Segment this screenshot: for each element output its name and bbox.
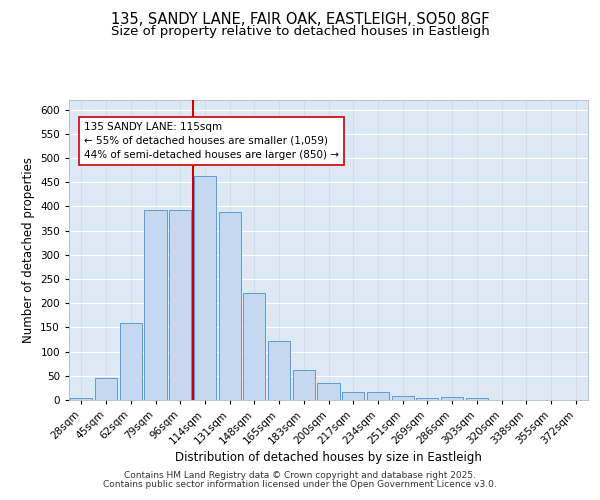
Bar — [317, 383, 340, 400]
Bar — [293, 370, 315, 400]
X-axis label: Distribution of detached houses by size in Eastleigh: Distribution of detached houses by size … — [175, 452, 482, 464]
Bar — [119, 322, 142, 400]
Bar — [145, 210, 167, 400]
Bar — [218, 212, 241, 400]
Y-axis label: Number of detached properties: Number of detached properties — [22, 157, 35, 343]
Text: 135 SANDY LANE: 115sqm
← 55% of detached houses are smaller (1,059)
44% of semi-: 135 SANDY LANE: 115sqm ← 55% of detached… — [84, 122, 339, 160]
Text: Contains HM Land Registry data © Crown copyright and database right 2025.: Contains HM Land Registry data © Crown c… — [124, 471, 476, 480]
Bar — [95, 378, 117, 400]
Bar — [268, 341, 290, 400]
Text: Size of property relative to detached houses in Eastleigh: Size of property relative to detached ho… — [110, 25, 490, 38]
Bar — [416, 398, 439, 400]
Text: Contains public sector information licensed under the Open Government Licence v3: Contains public sector information licen… — [103, 480, 497, 489]
Bar — [169, 210, 191, 400]
Bar — [342, 392, 364, 400]
Bar — [243, 293, 265, 400]
Text: 135, SANDY LANE, FAIR OAK, EASTLEIGH, SO50 8GF: 135, SANDY LANE, FAIR OAK, EASTLEIGH, SO… — [111, 12, 489, 28]
Bar — [367, 392, 389, 400]
Bar — [70, 398, 92, 400]
Bar — [194, 176, 216, 400]
Bar — [466, 398, 488, 400]
Bar — [441, 397, 463, 400]
Bar — [392, 396, 414, 400]
